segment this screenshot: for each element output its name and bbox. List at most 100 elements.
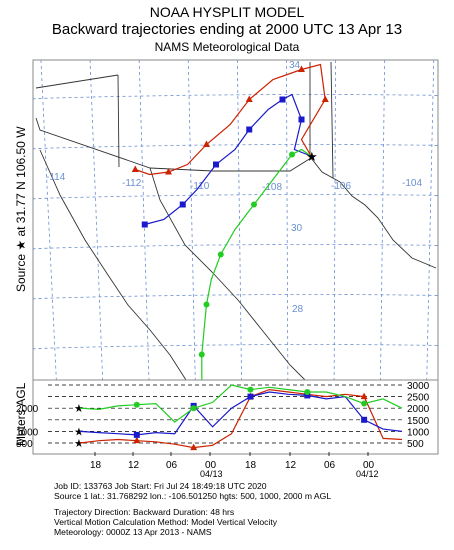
time-tick-label: 06 [324, 460, 336, 471]
time-tick-label: 00 [363, 460, 375, 471]
height-marker-1000 [247, 393, 254, 400]
height-marker-2000 [304, 388, 311, 395]
height-marker-500 [190, 443, 198, 451]
chart-title: Backward trajectories ending at 2000 UTC… [51, 21, 403, 38]
trajectory-marker-500 [165, 168, 172, 175]
latitude-gridline [33, 144, 438, 156]
map-gridlines [0, 0, 438, 380]
longitude-tick-label: -112 [122, 178, 142, 189]
height-marker-2000 [247, 386, 254, 393]
map-frame [32, 59, 439, 381]
time-tick-label: 18 [90, 460, 102, 471]
source-height-label: 2000 [16, 404, 39, 415]
time-tick-label: 00 [205, 460, 217, 471]
trajectory-marker-1000 [246, 126, 253, 133]
latitude-gridline [33, 45, 438, 56]
trajectory-marker-2000 [289, 151, 295, 158]
height-tick-label: 2500 [407, 393, 430, 404]
latitude-gridline [33, 244, 438, 256]
longitude-tick-label: -108 [262, 182, 282, 193]
vertical-method-info: Vertical Motion Calculation Method: Mode… [54, 517, 278, 527]
latitude-tick-label: 34 [289, 60, 301, 71]
latitude-gridline [33, 344, 438, 356]
height-marker-1000 [361, 416, 368, 423]
border-line [39, 149, 187, 380]
latitude-tick-label: 30 [291, 223, 303, 234]
latitude-tick-label: 28 [292, 304, 304, 315]
longitude-gridline [40, 60, 57, 380]
trajectory-marker-2000 [251, 201, 257, 208]
trajectory-marker-500 [245, 95, 253, 102]
job-info: Job ID: 133763 Job Start: Fri Jul 24 18:… [54, 481, 267, 491]
meteorology-subtitle: NAMS Meteorological Data [154, 40, 300, 54]
height-marker-2000 [361, 400, 368, 407]
latitude-gridline [33, 94, 438, 106]
time-tick-label: 18 [245, 460, 257, 471]
time-tick-label: 06 [166, 460, 178, 471]
height-panel [32, 379, 439, 455]
longitude-gridline [380, 60, 386, 380]
height-tick-label: 1000 [407, 427, 430, 438]
height-tick-label: 500 [407, 439, 424, 450]
trajectory-marker-1000 [141, 221, 148, 228]
date-label: 04/12 [356, 469, 379, 479]
height-tick-label: 2000 [407, 404, 430, 415]
political-borders [35, 61, 437, 380]
longitude-gridline [286, 60, 289, 380]
longitude-gridline [426, 60, 435, 380]
height-marker-2000 [133, 401, 140, 408]
longitude-gridline [187, 60, 196, 380]
height-line-500 [79, 388, 403, 449]
longitude-gridline [89, 60, 104, 380]
border-line [35, 74, 119, 89]
longitude-tick-label: -106 [331, 181, 351, 192]
model-title: NOAA HYSPLIT MODEL [149, 4, 305, 20]
time-tick-label: 12 [128, 460, 140, 471]
source-info: Source 1 lat.: 31.768292 lon.: -106.5012… [54, 491, 332, 501]
border-line [149, 167, 306, 380]
height-marker-500 [133, 436, 141, 444]
height-profiles [79, 384, 403, 451]
longitude-gridline [236, 60, 242, 380]
border-line [117, 74, 120, 168]
height-line-1000 [79, 391, 403, 436]
trajectory-marker-500 [298, 65, 305, 72]
source-height-label: 500 [16, 439, 33, 450]
date-label: 04/13 [200, 469, 223, 479]
latitude-gridline [33, 0, 438, 5]
trajectory-marker-2000 [203, 301, 210, 308]
trajectory-marker-500 [203, 140, 210, 147]
height-line-2000 [79, 384, 403, 423]
height-tick-label: 3000 [407, 381, 430, 392]
height-marker-1000 [133, 431, 140, 438]
meteorology-info: Meteorology: 0000Z 13 Apr 2013 - NAMS [54, 527, 212, 537]
height-tick-label: 1500 [407, 416, 430, 427]
trajectory-paths: ★ [131, 63, 329, 398]
time-tick-label: 12 [285, 460, 297, 471]
direction-info: Trajectory Direction: Backward Duration:… [54, 507, 235, 517]
source-height-star: ★ [74, 426, 84, 438]
height-marker-500 [360, 392, 368, 400]
trajectory-marker-500 [321, 95, 329, 102]
height-marker-2000 [190, 405, 197, 412]
longitude-tick-label: -114 [46, 172, 66, 183]
height-marker-1000 [304, 392, 311, 399]
longitude-tick-label: -104 [402, 178, 422, 189]
source-height-label: 1000 [16, 427, 39, 438]
trajectory-marker-2000 [217, 251, 224, 258]
trajectory-marker-1000 [279, 96, 286, 103]
trajectory-marker-2000 [198, 351, 205, 358]
trajectory-marker-1000 [179, 201, 186, 208]
latitude-gridline [33, 194, 438, 206]
source-star: ★ [306, 149, 318, 164]
trajectory-marker-1000 [213, 161, 219, 168]
border-line [330, 61, 334, 179]
source-height-star: ★ [74, 403, 84, 415]
trajectory-marker-1000 [298, 116, 305, 123]
border-line [35, 117, 437, 269]
longitude-gridline [333, 60, 336, 380]
longitude-gridline [0, 60, 10, 380]
